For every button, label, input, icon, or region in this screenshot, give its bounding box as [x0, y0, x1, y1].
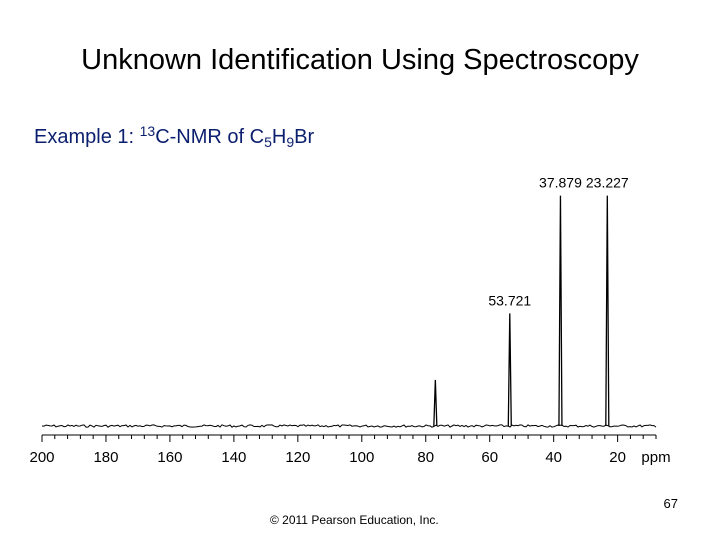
page-number: 67	[663, 496, 678, 511]
spectrum-peak	[507, 313, 512, 427]
x-tick-label: 80	[417, 449, 434, 466]
x-axis-tick-labels: 200 180 160 140 120 100 80 60 40 20	[29, 449, 625, 466]
spectrum-peak	[605, 195, 610, 427]
x-tick-label: 200	[29, 449, 54, 466]
x-tick-label: 140	[221, 449, 246, 466]
spectrum-peaks	[433, 195, 610, 427]
x-tick-label: 180	[93, 449, 118, 466]
x-tick-label: 60	[481, 449, 498, 466]
spectrum-peak	[558, 195, 563, 427]
caption-carbon-count: 5	[264, 134, 272, 150]
spectrum-baseline	[41, 424, 657, 428]
x-tick-label: 120	[285, 449, 310, 466]
x-axis-label: ppm	[641, 449, 670, 466]
peak-label: 23.227	[586, 175, 629, 191]
caption-hydrogen-count: 9	[286, 134, 295, 150]
peak-labels: 53.721 37.879 23.227	[488, 175, 629, 309]
peak-label: 37.879	[539, 175, 582, 191]
x-tick-label: 100	[349, 449, 374, 466]
copyright-notice: © 2011 Pearson Education, Inc.	[270, 513, 439, 527]
caption-isotope-mass: 13	[139, 123, 156, 139]
caption-bromine: Br	[294, 126, 315, 148]
x-tick-label: 40	[545, 449, 562, 466]
caption-technique: C-NMR of C	[155, 126, 265, 148]
x-tick-label: 160	[157, 449, 182, 466]
x-axis-ticks	[41, 435, 657, 442]
spectrum-caption: Example 1: 13C-NMR of C5H9Br	[34, 118, 314, 155]
caption-prefix: Example 1:	[34, 126, 140, 148]
spectrum-peak	[433, 379, 438, 427]
caption-hydrogen: H	[271, 126, 287, 148]
peak-label: 53.721	[488, 292, 531, 308]
slide-title: Unknown Identification Using Spectroscop…	[81, 44, 639, 76]
x-tick-label: 20	[609, 449, 626, 466]
